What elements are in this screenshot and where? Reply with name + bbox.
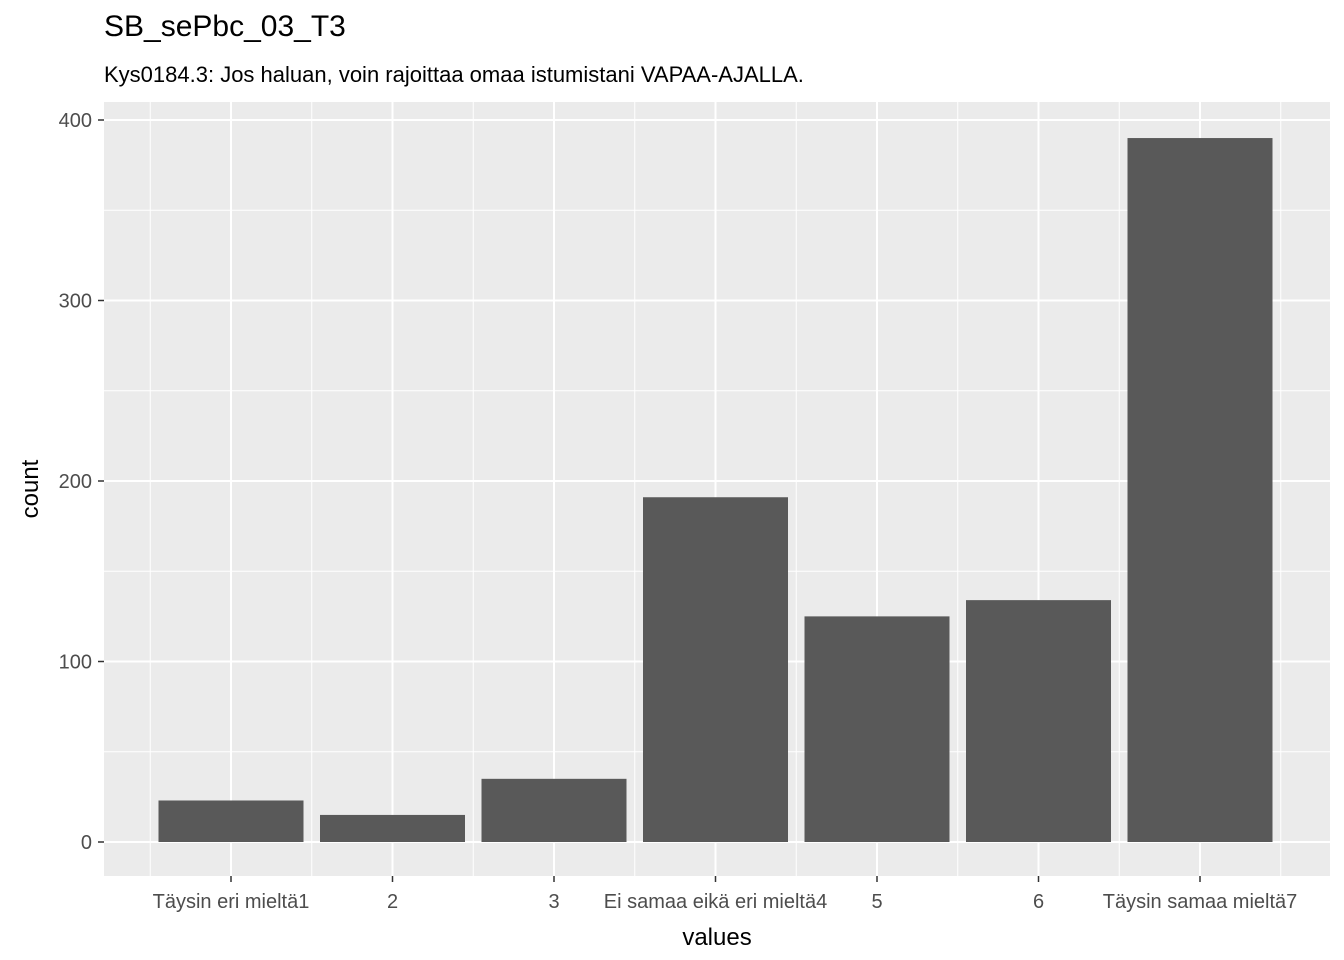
x-tick-label: 6 — [1033, 891, 1044, 913]
bar — [1127, 138, 1273, 843]
bar — [804, 616, 950, 842]
y-tick-label: 200 — [59, 471, 92, 493]
bars — [158, 138, 1273, 843]
y-tick-label: 300 — [59, 291, 92, 313]
x-axis-ticks: Täysin eri mieltä1 2 3 Ei samaa eikä eri mi… — [153, 876, 1298, 913]
x-tick-label: 5 — [871, 891, 882, 913]
x-tick-label: 3 — [548, 891, 559, 913]
bar — [320, 814, 465, 842]
y-axis-ticks: 0 100 200 300 400 — [59, 110, 104, 854]
x-tick-label: Täysin eri mieltä1 — [153, 891, 310, 913]
y-axis-title: count — [17, 459, 44, 518]
x-tick-label: Täysin samaa mieltä7 — [1103, 891, 1298, 913]
y-tick-label: 100 — [59, 652, 92, 674]
x-axis-title: values — [682, 924, 751, 951]
chart-subtitle: Kys0184.3: Jos haluan, voin rajoittaa om… — [104, 62, 804, 87]
y-tick-label: 0 — [81, 832, 92, 854]
bar — [481, 778, 627, 842]
x-tick-label: 2 — [387, 891, 398, 913]
bar — [158, 800, 304, 842]
y-tick-label: 400 — [59, 110, 92, 132]
chart-title: SB_sePbc_03_T3 — [104, 10, 346, 43]
grid-minor — [104, 102, 1330, 876]
bar — [966, 600, 1111, 842]
x-tick-label: Ei samaa eikä eri mieltä4 — [604, 891, 827, 913]
bar — [643, 497, 788, 842]
